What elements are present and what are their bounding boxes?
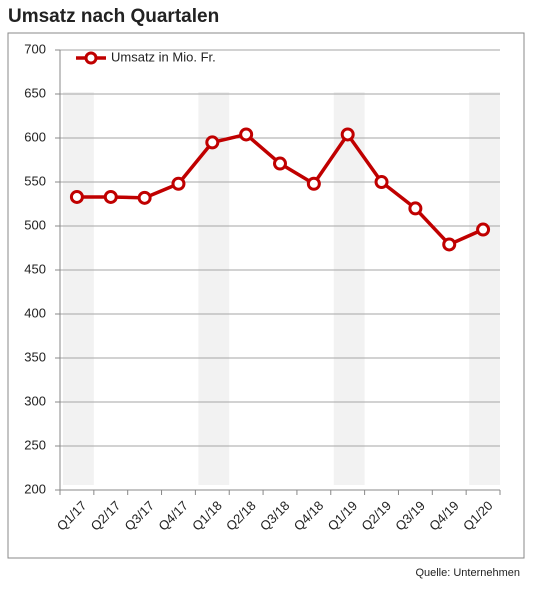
marker (137, 190, 152, 205)
marker (374, 175, 389, 189)
y-tick-label: 300 (24, 393, 46, 408)
shade-band (333, 92, 365, 485)
legend-label: Umsatz in Mio. Fr. (111, 49, 216, 64)
x-tick-label: Q1/17 (54, 498, 90, 534)
marker (442, 237, 457, 252)
y-tick-label: 200 (24, 481, 46, 496)
x-tick-label: Q3/17 (122, 498, 158, 534)
legend-marker (84, 51, 98, 65)
shade-band (63, 92, 94, 485)
shade-band (198, 92, 230, 485)
x-tick-label: Q4/19 (426, 498, 462, 534)
chart-title: Umsatz nach Quartalen (8, 6, 219, 27)
source: Quelle: Unternehmen (415, 567, 520, 579)
line (76, 132, 484, 247)
x-tick-label: Q1/20 (460, 498, 496, 534)
shade-band (469, 92, 500, 485)
x-tick-label: Q4/18 (291, 498, 327, 534)
chart-frame (7, 32, 525, 559)
y-tick-label: 250 (24, 437, 46, 452)
x-tick-label: Q3/19 (392, 498, 428, 534)
x-tick-label: Q1/18 (189, 498, 225, 534)
x-tick-label: Q2/18 (223, 498, 259, 534)
marker (306, 176, 321, 191)
y-tick-label: 400 (24, 305, 46, 320)
marker (273, 156, 287, 171)
x-tick-label: Q4/17 (155, 498, 191, 534)
x-tick-label: Q2/19 (358, 498, 394, 534)
x-tick-label: Q3/18 (257, 498, 293, 534)
y-tick-label: 600 (24, 129, 46, 144)
marker (408, 201, 423, 216)
marker (171, 176, 186, 191)
marker (239, 127, 254, 142)
y-tick-label: 700 (24, 41, 46, 56)
marker (69, 189, 84, 204)
marker (340, 127, 355, 142)
x-tick-label: Q1/19 (325, 498, 361, 534)
y-tick-label: 500 (24, 217, 46, 232)
y-tick-label: 450 (24, 261, 46, 276)
marker (476, 222, 491, 237)
marker (205, 135, 220, 150)
y-tick-label: 550 (24, 173, 46, 188)
marker (103, 189, 118, 204)
y-tick-label: 650 (24, 85, 46, 100)
y-tick-label: 350 (24, 349, 46, 364)
x-tick-label: Q2/17 (88, 498, 124, 534)
